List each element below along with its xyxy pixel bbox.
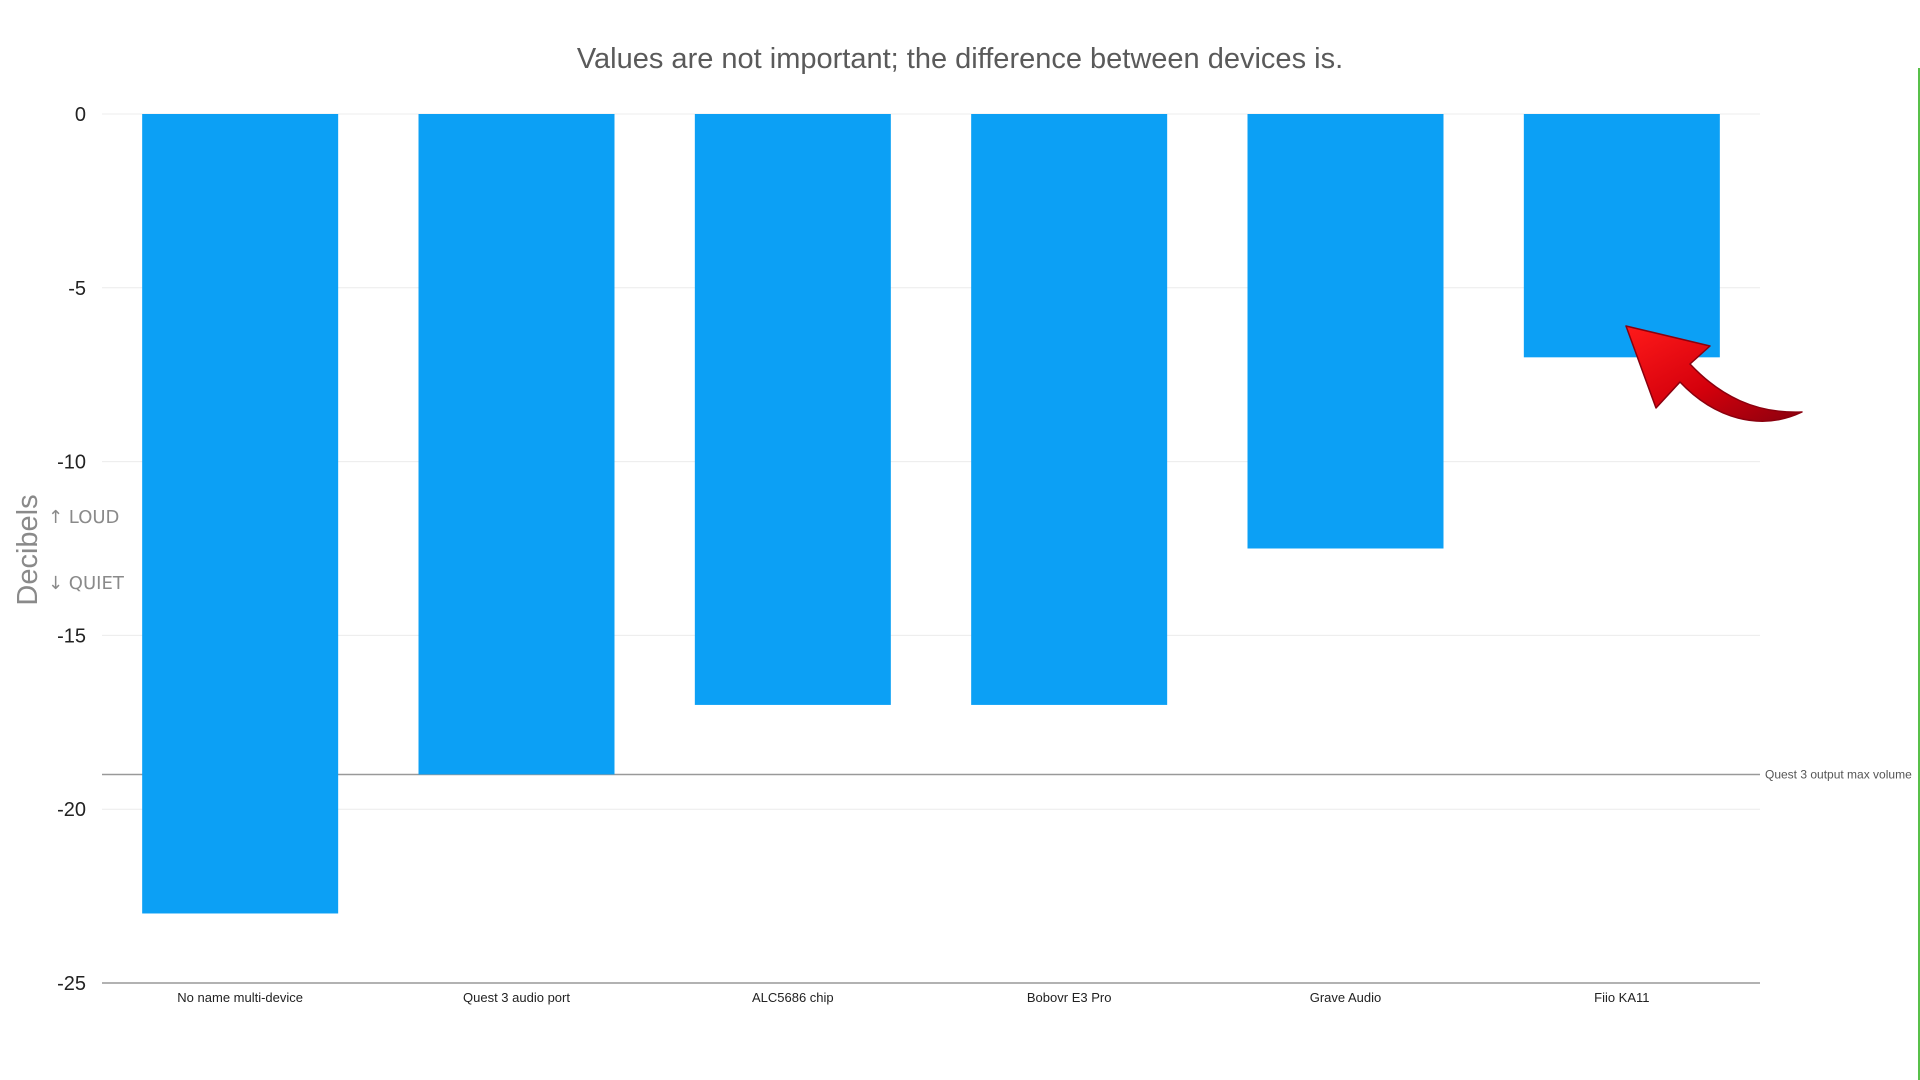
y-tick-label: -5 (68, 278, 86, 300)
axis-layer: 0 -5 -10 -15 -20 -25 (57, 104, 1760, 995)
x-tick-label: Quest 3 audio port (463, 990, 570, 1005)
x-tick-label: Fiio KA11 (1594, 990, 1649, 1005)
reference-line-label: Quest 3 output max volume (1765, 767, 1912, 781)
y-annotation-loud: ↑ LOUD (48, 507, 119, 528)
label-layer: No name multi-device Quest 3 audio port AL… (177, 990, 1649, 1005)
y-tick-label: 0 (75, 104, 86, 126)
highlight-arrow-icon (1625, 325, 1803, 422)
y-annotation-quiet: ↓ QUIET (48, 573, 125, 594)
bar (418, 114, 615, 775)
bar-layer (142, 114, 1720, 914)
y-tick-label: -20 (57, 799, 86, 821)
chart-title: Values are not important; the difference… (577, 43, 1343, 75)
bar (971, 114, 1168, 705)
y-tick-label: -25 (57, 973, 86, 995)
grid-layer (102, 113, 1760, 810)
reference-layer: Quest 3 output max volume (102, 767, 1912, 781)
bar (694, 114, 891, 705)
bar (142, 114, 339, 914)
y-axis-label: Decibels (12, 494, 44, 605)
x-tick-label: Grave Audio (1310, 990, 1382, 1005)
x-tick-label: No name multi-device (177, 990, 303, 1005)
x-tick-label: Bobovr E3 Pro (1027, 990, 1112, 1005)
y-tick-label: -15 (57, 625, 86, 647)
bar (1523, 114, 1720, 358)
y-tick-label: -10 (57, 452, 86, 474)
right-edge-divider (1918, 68, 1920, 1080)
bar (1247, 114, 1444, 549)
x-tick-label: ALC5686 chip (752, 990, 834, 1005)
